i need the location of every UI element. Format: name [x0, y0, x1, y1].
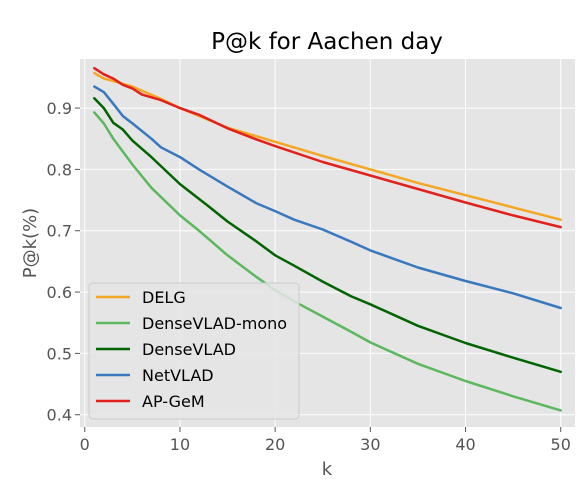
series-line-densevlad — [93, 97, 562, 374]
legend-label-netvlad: NetVLAD — [142, 366, 214, 385]
x-axis-label: k — [322, 459, 333, 480]
x-tick-label: 40 — [455, 435, 475, 454]
legend-frame — [88, 282, 300, 420]
y-tick-label: 0.4 — [47, 406, 72, 425]
y-tick-label: 0.9 — [47, 99, 72, 118]
legend: DELG DenseVLAD-mono DenseVLAD NetVLAD AP-GeM — [88, 282, 300, 420]
x-tick-label: 10 — [170, 435, 190, 454]
y-tick-label: 0.8 — [47, 160, 72, 179]
legend-label-ap-gem: AP-GeM — [142, 392, 205, 411]
x-tick-label: 20 — [265, 435, 285, 454]
legend-label-densevlad-mono: DenseVLAD-mono — [142, 314, 287, 333]
legend-label-densevlad: DenseVLAD — [142, 340, 236, 359]
y-axis-label: P@k(%) — [20, 208, 41, 278]
y-tick-label: 0.6 — [47, 283, 72, 302]
chart-title: P@k for Aachen day — [211, 29, 443, 55]
legend-label-delg: DELG — [142, 288, 186, 307]
x-tick-label: 50 — [551, 435, 571, 454]
y-tick-label: 0.7 — [47, 222, 72, 241]
y-axis-ticks: 0.4 0.5 0.6 0.7 0.8 0.9 — [47, 99, 80, 425]
series-line-ap-gem — [93, 66, 562, 229]
series-line-netvlad — [93, 85, 562, 310]
x-axis-ticks: 0 10 20 30 40 50 — [80, 427, 571, 454]
x-tick-label: 0 — [80, 435, 90, 454]
x-tick-label: 30 — [360, 435, 380, 454]
y-tick-label: 0.5 — [47, 344, 72, 363]
